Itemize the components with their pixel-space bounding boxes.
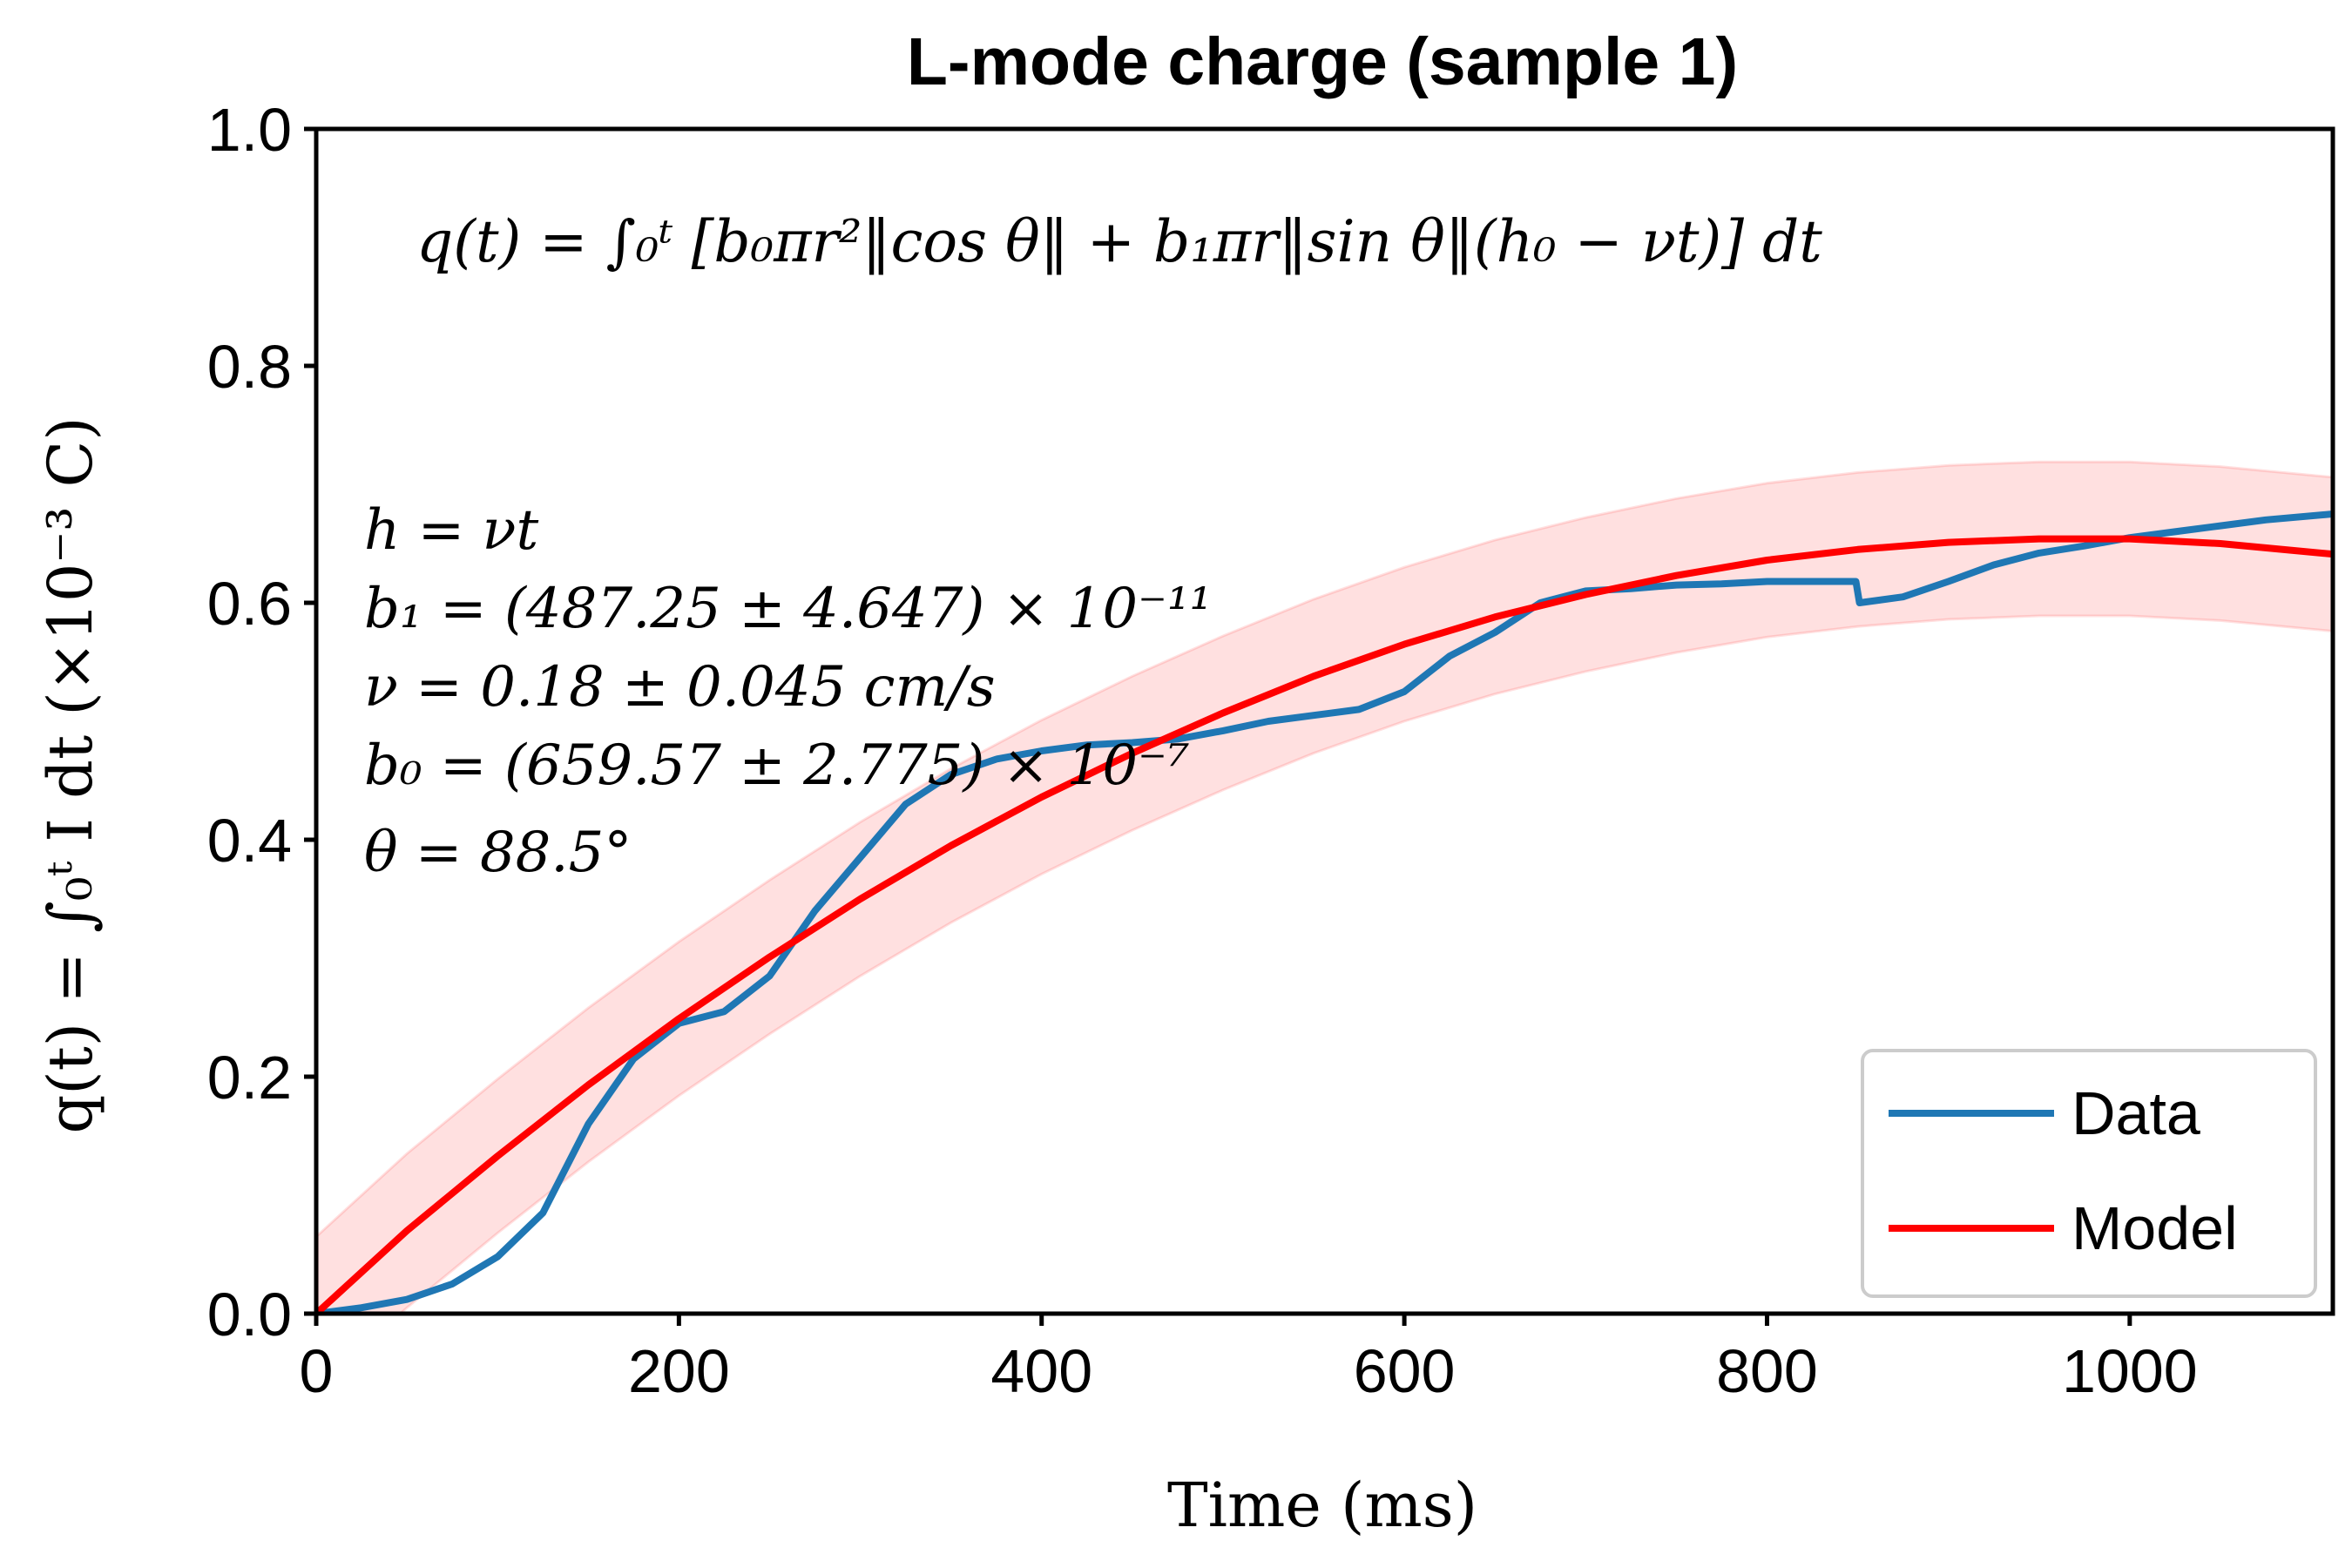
y-tick-label: 1.0 [207,96,292,164]
x-tick-label: 0 [300,1337,334,1405]
chart-title: L-mode charge (sample 1) [907,24,1738,99]
equation-annotation: q(t) = ∫₀ᵗ [b₀πr²‖cos θ‖ + b₁πr‖sin θ‖(h… [416,208,1822,275]
annotation-h: h = νt [364,498,538,563]
legend: Data Model [1861,1049,2317,1298]
y-tick-label: 0.2 [207,1044,292,1112]
legend-model-label: Model [2072,1194,2238,1262]
model-uncertainty-band [316,460,2333,1314]
parameter-annotations: h = νt b₁ = (487.25 ± 4.647) × 10⁻¹¹ ν =… [364,498,1212,885]
y-tick-label: 0.0 [207,1281,292,1348]
annotation-theta: θ = 88.5° [364,821,632,885]
x-tick-label: 1000 [2062,1337,2198,1405]
y-tick-label: 0.6 [207,570,292,638]
x-tick-label: 600 [1354,1337,1456,1405]
y-axis-label: q(t) = ∫₀ᵗ I dt (×10⁻³ C) [35,416,106,1133]
annotation-b1: b₁ = (487.25 ± 4.647) × 10⁻¹¹ [364,577,1212,641]
x-tick-label: 400 [990,1337,1092,1405]
x-tick-label: 800 [1716,1337,1818,1405]
x-axis-label: Time (ms) [1167,1470,1477,1541]
x-tick-label: 200 [628,1337,730,1405]
series-line-model [316,535,2333,1314]
series-line-data [316,510,2333,1314]
y-tick-label: 0.8 [207,333,292,401]
legend-data-label: Data [2072,1079,2200,1147]
y-tick-label: 0.4 [207,807,292,875]
annotation-nu: ν = 0.18 ± 0.045 cm/s [364,655,996,720]
axes-frame [314,126,2335,1316]
plot-area: 0 200 400 600 800 1000 0.0 0.2 0.4 0.6 0.8 1.0 [207,96,2335,1405]
annotation-b0: b₀ = (659.57 ± 2.775) × 10⁻⁷ [364,733,1190,798]
